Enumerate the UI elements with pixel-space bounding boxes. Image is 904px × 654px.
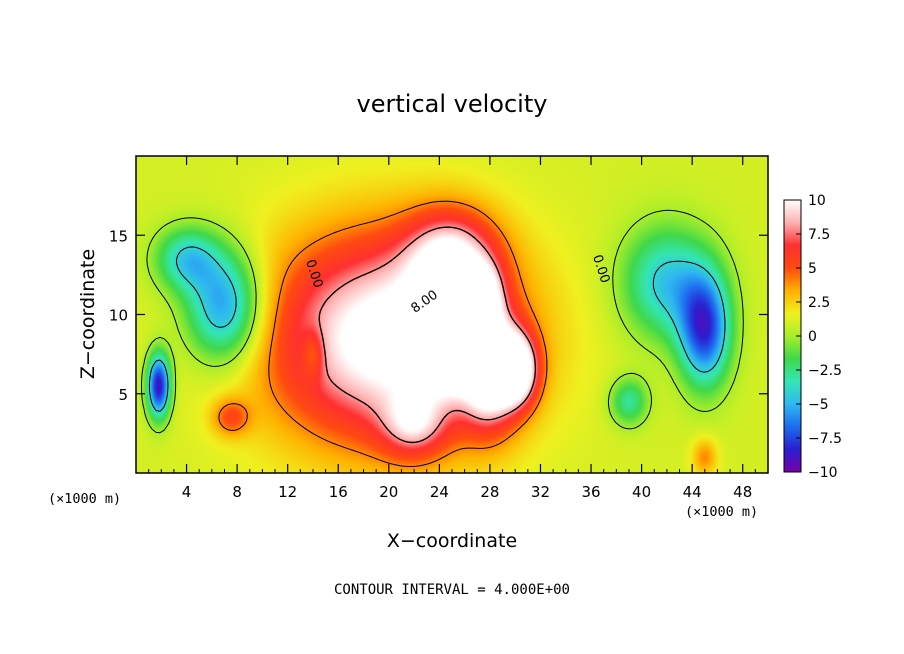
colorbar-label: −10: [808, 465, 838, 481]
chart-title: vertical velocity: [357, 90, 548, 118]
contour-level: [318, 226, 537, 444]
x-tick-label: 36: [581, 483, 600, 501]
contour-level: [148, 246, 726, 412]
x-tick-label: 20: [379, 483, 398, 501]
x-tick-label: 28: [480, 483, 499, 501]
x-tick-label: 44: [683, 483, 702, 501]
x-unit-left: (×1000 m): [48, 491, 121, 507]
colorbar-label: 2.5: [808, 295, 830, 311]
y-tick-label: 5: [118, 386, 128, 404]
y-axis-label: Z−coordinate: [77, 249, 99, 379]
plot-area: 0.00 0.008.00: [136, 156, 768, 473]
x-tick-label: 4: [182, 483, 192, 501]
x-tick-label: 48: [733, 483, 752, 501]
contour-lines: 0.00 0.008.00: [141, 200, 744, 467]
colorbar: 10 7.5 5 2.5 0 −2.5 −5 −7.5 −10: [783, 193, 842, 481]
colorbar-label: 7.5: [808, 227, 830, 243]
colorbar-label: −5: [808, 397, 829, 413]
velocity-field: [136, 156, 768, 473]
colorbar-label: −7.5: [808, 431, 842, 447]
x-axis-ticks: 4 8 12 16 20 24 28 32 36 40 44 48: [148, 156, 756, 501]
colorbar-label: −2.5: [808, 363, 842, 379]
x-tick-label: 8: [232, 483, 242, 501]
y-axis-ticks: 5 10 15: [109, 227, 768, 404]
x-unit-right: (×1000 m): [685, 504, 758, 520]
x-tick-label: 24: [430, 483, 449, 501]
contour-level: [141, 209, 744, 434]
x-tick-label: 12: [278, 483, 297, 501]
y-tick-label: 10: [109, 307, 128, 325]
x-tick-label: 32: [531, 483, 550, 501]
colorbar-label: 0: [808, 329, 817, 345]
colorbar-label: 5: [808, 261, 817, 277]
contour-interval-note: CONTOUR INTERVAL = 4.000E+00: [334, 582, 570, 598]
colorbar-label: 10: [808, 193, 826, 209]
contour-level: [218, 200, 548, 467]
x-tick-label: 40: [632, 483, 651, 501]
y-tick-label: 15: [109, 227, 128, 245]
x-tick-label: 16: [329, 483, 348, 501]
x-axis-label: X−coordinate: [387, 530, 517, 552]
